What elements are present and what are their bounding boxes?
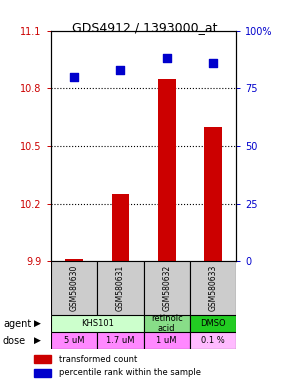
Bar (144, 315, 190, 332)
Text: GDS4912 / 1393000_at: GDS4912 / 1393000_at (72, 21, 218, 34)
Bar (190, 261, 236, 315)
Bar (51, 315, 144, 332)
Bar (97, 261, 144, 315)
Text: retinoic
acid: retinoic acid (151, 314, 183, 333)
Text: percentile rank within the sample: percentile rank within the sample (59, 369, 201, 377)
Bar (65, 259, 83, 261)
Bar (51, 332, 97, 349)
Point (164, 55, 169, 61)
Point (211, 60, 215, 66)
Point (118, 67, 123, 73)
Text: agent: agent (3, 318, 31, 329)
Bar (51, 261, 97, 315)
Bar (97, 332, 144, 349)
Bar (112, 194, 129, 261)
Bar (190, 315, 236, 332)
Bar (144, 261, 190, 315)
Bar (144, 332, 190, 349)
Bar (158, 79, 175, 261)
Text: GSM580631: GSM580631 (116, 265, 125, 311)
Text: transformed count: transformed count (59, 355, 137, 364)
Text: dose: dose (3, 336, 26, 346)
Bar (204, 127, 222, 261)
Text: ▶: ▶ (34, 336, 41, 345)
Text: 1 uM: 1 uM (157, 336, 177, 345)
Text: ▶: ▶ (34, 319, 41, 328)
Text: DMSO: DMSO (200, 319, 226, 328)
Text: 5 uM: 5 uM (64, 336, 84, 345)
Bar (190, 332, 236, 349)
Text: GSM580630: GSM580630 (69, 265, 79, 311)
Bar (34, 355, 51, 363)
Text: KHS101: KHS101 (81, 319, 114, 328)
Text: 1.7 uM: 1.7 uM (106, 336, 135, 345)
Bar (34, 369, 51, 377)
Point (72, 74, 76, 80)
Text: GSM580633: GSM580633 (209, 265, 218, 311)
Text: GSM580632: GSM580632 (162, 265, 171, 311)
Text: 0.1 %: 0.1 % (201, 336, 225, 345)
